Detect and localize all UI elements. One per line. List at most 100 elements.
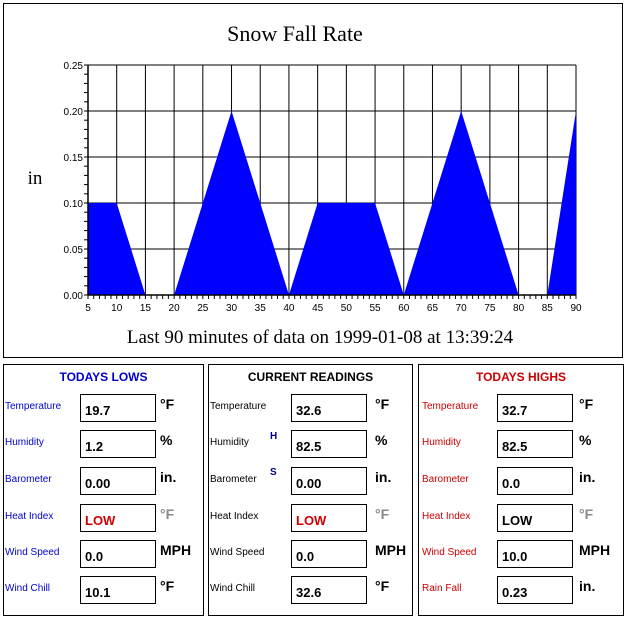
lows-wind-chill-unit: °F — [160, 578, 175, 594]
snowfall-chart-panel: Snow Fall Rate in Last 90 minutes of dat… — [3, 3, 623, 358]
data-point — [231, 110, 233, 112]
data-point — [374, 202, 376, 204]
y-axis-label: in — [28, 168, 43, 189]
high-marker: H — [270, 431, 278, 442]
current-humidity-value: 82.5 — [291, 430, 367, 458]
x-tick-label: 80 — [513, 303, 525, 314]
highs-humidity-label: Humidity — [422, 437, 461, 448]
x-tick-label: 75 — [484, 303, 496, 314]
lows-heat-index-unit: °F — [160, 506, 175, 522]
x-tick-label: 65 — [427, 303, 439, 314]
snowfall-area — [88, 111, 576, 295]
current-barometer-value: 0.00 — [291, 467, 367, 495]
x-tick-label: 55 — [369, 303, 381, 314]
current-barometer-unit: in. — [375, 469, 392, 485]
todays-lows-panel: TODAYS LOWS Temperature 19.7 °F Humidity 1.2… — [3, 364, 204, 616]
todays-highs-panel: TODAYS HIGHS Temperature 32.7 °F Humidity 82… — [418, 364, 624, 616]
highs-temperature-unit: °F — [579, 396, 594, 412]
data-point — [202, 202, 204, 204]
current-temperature-label: Temperature — [210, 401, 267, 412]
x-tick-label: 5 — [85, 303, 91, 314]
x-tick-label: 45 — [312, 303, 324, 314]
lows-wind-speed-value: 0.0 — [80, 540, 156, 568]
lows-barometer-value: 0.00 — [80, 467, 156, 495]
highs-wind-speed-unit: MPH — [579, 542, 611, 558]
current-wind-speed-value: 0.0 — [291, 540, 367, 568]
highs-humidity-value: 82.5 — [497, 430, 573, 458]
current-readings-title: CURRENT READINGS — [247, 370, 374, 384]
x-tick-label: 90 — [570, 303, 582, 314]
x-tick-label: 30 — [226, 303, 238, 314]
current-barometer-label: Barometer — [210, 474, 257, 485]
highs-heat-index-label: Heat Index — [422, 511, 471, 522]
x-tick-label: 25 — [197, 303, 209, 314]
chart-axes: 0.00 0.05 0.10 0.15 0.20 0.25 5 10 15 20 25 30 35 40 4… — [64, 61, 582, 314]
x-tick-label: 20 — [169, 303, 181, 314]
x-tick-label: 40 — [283, 303, 295, 314]
chart-title: Snow Fall Rate — [227, 21, 363, 46]
data-point — [259, 202, 261, 204]
current-heat-index-unit: °F — [375, 506, 390, 522]
x-tick-label: 35 — [255, 303, 267, 314]
x-tick-label: 70 — [456, 303, 468, 314]
y-tick-label: 0.10 — [64, 199, 84, 210]
highs-heat-index-unit: °F — [579, 506, 594, 522]
x-tick-label: 10 — [111, 303, 123, 314]
lows-heat-index-value: LOW — [80, 504, 156, 532]
current-humidity-label: Humidity — [210, 437, 249, 448]
data-point — [116, 202, 118, 204]
lows-temperature-label: Temperature — [5, 401, 62, 412]
lows-humidity-value: 1.2 — [80, 430, 156, 458]
y-tick-label: 0.20 — [64, 107, 84, 118]
todays-lows-title: TODAYS LOWS — [59, 370, 148, 384]
x-axis-caption: Last 90 minutes of data on 1999-01-08 at… — [127, 327, 514, 348]
data-point — [317, 202, 319, 204]
highs-humidity-unit: % — [579, 432, 592, 448]
snowfall-chart: Snow Fall Rate in Last 90 minutes of dat… — [28, 21, 582, 348]
current-wind-speed-unit: MPH — [375, 542, 407, 558]
lows-wind-speed-label: Wind Speed — [5, 547, 60, 558]
highs-temperature-value: 32.7 — [497, 394, 573, 422]
highs-wind-speed-value: 10.0 — [497, 540, 573, 568]
x-tick-label: 60 — [398, 303, 410, 314]
y-tick-label: 0.00 — [64, 291, 84, 302]
lows-humidity-label: Humidity — [5, 437, 44, 448]
data-point — [575, 110, 577, 112]
lows-temperature-unit: °F — [160, 396, 175, 412]
current-wind-speed-label: Wind Speed — [210, 547, 265, 558]
current-wind-chill-unit: °F — [375, 578, 390, 594]
current-temperature-unit: °F — [375, 396, 390, 412]
current-heat-index-label: Heat Index — [210, 511, 259, 522]
data-point — [460, 110, 462, 112]
todays-highs-title: TODAYS HIGHS — [475, 370, 567, 384]
lows-barometer-label: Barometer — [5, 474, 52, 485]
current-wind-chill-label: Wind Chill — [210, 583, 256, 594]
highs-barometer-label: Barometer — [422, 474, 469, 485]
lows-barometer-unit: in. — [160, 469, 177, 485]
highs-temperature-label: Temperature — [422, 401, 479, 412]
highs-rain-fall-value: 0.23 — [497, 576, 573, 604]
current-heat-index-value: LOW — [291, 504, 367, 532]
lows-heat-index-label: Heat Index — [5, 511, 54, 522]
highs-barometer-unit: in. — [579, 469, 596, 485]
data-point — [345, 202, 347, 204]
highs-heat-index-value: LOW — [497, 504, 573, 532]
y-tick-label: 0.05 — [64, 245, 84, 256]
data-point — [431, 202, 433, 204]
x-tick-label: 15 — [140, 303, 152, 314]
current-wind-chill-value: 32.6 — [291, 576, 367, 604]
data-point — [489, 202, 491, 204]
lows-humidity-unit: % — [160, 432, 173, 448]
highs-wind-speed-label: Wind Speed — [422, 547, 477, 558]
highs-rain-fall-label: Rain Fall — [422, 583, 462, 594]
y-tick-label: 0.15 — [64, 153, 84, 164]
highs-rain-fall-unit: in. — [579, 578, 596, 594]
lows-wind-speed-unit: MPH — [160, 542, 192, 558]
lows-wind-chill-label: Wind Chill — [5, 583, 51, 594]
current-temperature-value: 32.6 — [291, 394, 367, 422]
current-readings-panel: CURRENT READINGS H S Temperature 32.6 °F Hu… — [208, 364, 413, 616]
x-tick-label: 50 — [341, 303, 353, 314]
lows-temperature-value: 19.7 — [80, 394, 156, 422]
x-tick-label: 85 — [542, 303, 554, 314]
low-marker: S — [270, 467, 277, 478]
